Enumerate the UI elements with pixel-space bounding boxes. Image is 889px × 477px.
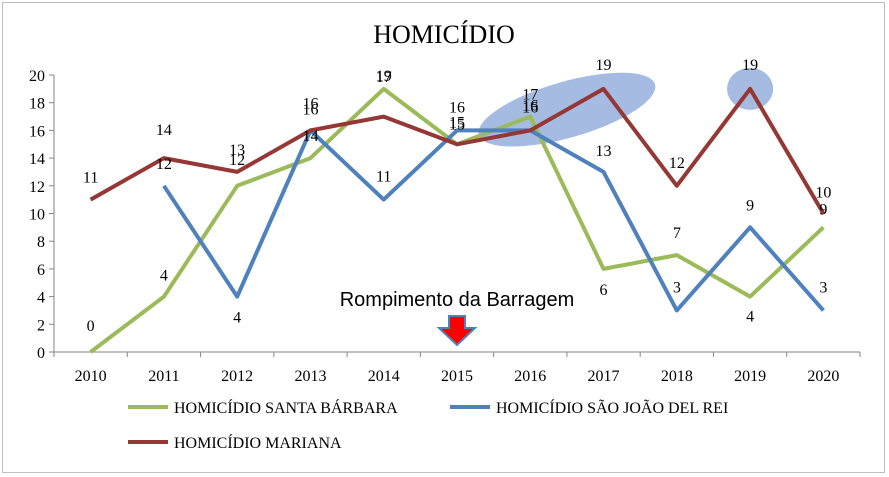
- data-label: 19: [376, 68, 392, 85]
- x-tick-label: 2012: [221, 368, 253, 385]
- data-label: 15: [449, 114, 465, 131]
- y-tick-label: 2: [37, 317, 45, 334]
- data-label: 14: [302, 128, 318, 145]
- y-tick-label: 4: [37, 290, 45, 307]
- x-tick-label: 2020: [807, 368, 839, 385]
- data-label: 16: [522, 99, 538, 116]
- data-label: 16: [302, 101, 318, 118]
- legend-label: HOMICÍDIO SÃO JOÃO DEL REI: [496, 398, 728, 417]
- data-label: 11: [376, 169, 391, 186]
- data-label: 9: [819, 201, 827, 218]
- x-tick-label: 2010: [75, 368, 107, 385]
- series-line-3: [89, 86, 826, 215]
- x-tick-label: 2018: [661, 368, 693, 385]
- data-label: 7: [673, 225, 681, 242]
- data-label: 12: [156, 156, 172, 173]
- annotation-rompimento-da-barragem: Rompimento da Barragem: [340, 289, 575, 311]
- y-tick-label: 0: [37, 345, 45, 362]
- data-label: 10: [815, 185, 831, 202]
- x-tick-label: 2011: [148, 368, 179, 385]
- data-label: 16: [302, 95, 318, 112]
- data-label: 16: [449, 99, 465, 116]
- data-label: 13: [596, 143, 612, 160]
- data-label: 19: [596, 57, 612, 74]
- data-label: 3: [819, 279, 827, 296]
- red-down-arrow-icon: [436, 315, 478, 347]
- y-tick-label: 16: [29, 123, 45, 140]
- series-layer: [89, 86, 826, 354]
- data-label: 4: [160, 268, 168, 285]
- data-label: 4: [746, 309, 754, 326]
- annotation-layer: Rompimento da Barragem: [340, 289, 575, 347]
- series-line-2: [162, 128, 825, 313]
- y-tick-label: 12: [29, 179, 45, 196]
- chart-title: HOMICÍDIO: [373, 20, 515, 49]
- y-tick-label: 8: [37, 234, 45, 251]
- legend: HOMICÍDIO SANTA BÁRBARA HOMICÍDIO SÃO JOÃ…: [128, 398, 728, 452]
- data-label: 12: [229, 152, 245, 169]
- data-label: 6: [600, 282, 608, 299]
- data-label: 13: [229, 142, 245, 159]
- data-label: 9: [746, 197, 754, 214]
- y-tick-label: 10: [29, 207, 45, 224]
- x-tick-label: 2014: [368, 368, 400, 385]
- data-label: 15: [449, 116, 465, 133]
- data-label: 3: [673, 279, 681, 296]
- data-label: 19: [742, 57, 758, 74]
- x-tick-label: 2017: [588, 368, 620, 385]
- x-tick-label: 2016: [514, 368, 546, 385]
- data-label: 17: [522, 87, 538, 104]
- x-tick-label: 2013: [294, 368, 326, 385]
- data-label: 16: [522, 97, 538, 114]
- data-label: 14: [156, 122, 172, 139]
- y-tick-label: 20: [29, 68, 45, 85]
- data-label: 11: [83, 170, 98, 187]
- data-label: 4: [233, 310, 241, 327]
- y-tick-label: 6: [37, 262, 45, 279]
- data-label: 12: [669, 155, 685, 172]
- y-tick-label: 14: [29, 151, 45, 168]
- highlight-layer: [478, 67, 774, 147]
- y-tick-label: 18: [29, 96, 45, 113]
- data-label: 17: [376, 69, 392, 86]
- data-label: 0: [87, 318, 95, 335]
- legend-label: HOMICÍDIO MARIANA: [174, 433, 342, 452]
- x-tick-label: 2015: [441, 368, 473, 385]
- legend-label: HOMICÍDIO SANTA BÁRBARA: [174, 398, 398, 417]
- x-tick-label: 2019: [734, 368, 766, 385]
